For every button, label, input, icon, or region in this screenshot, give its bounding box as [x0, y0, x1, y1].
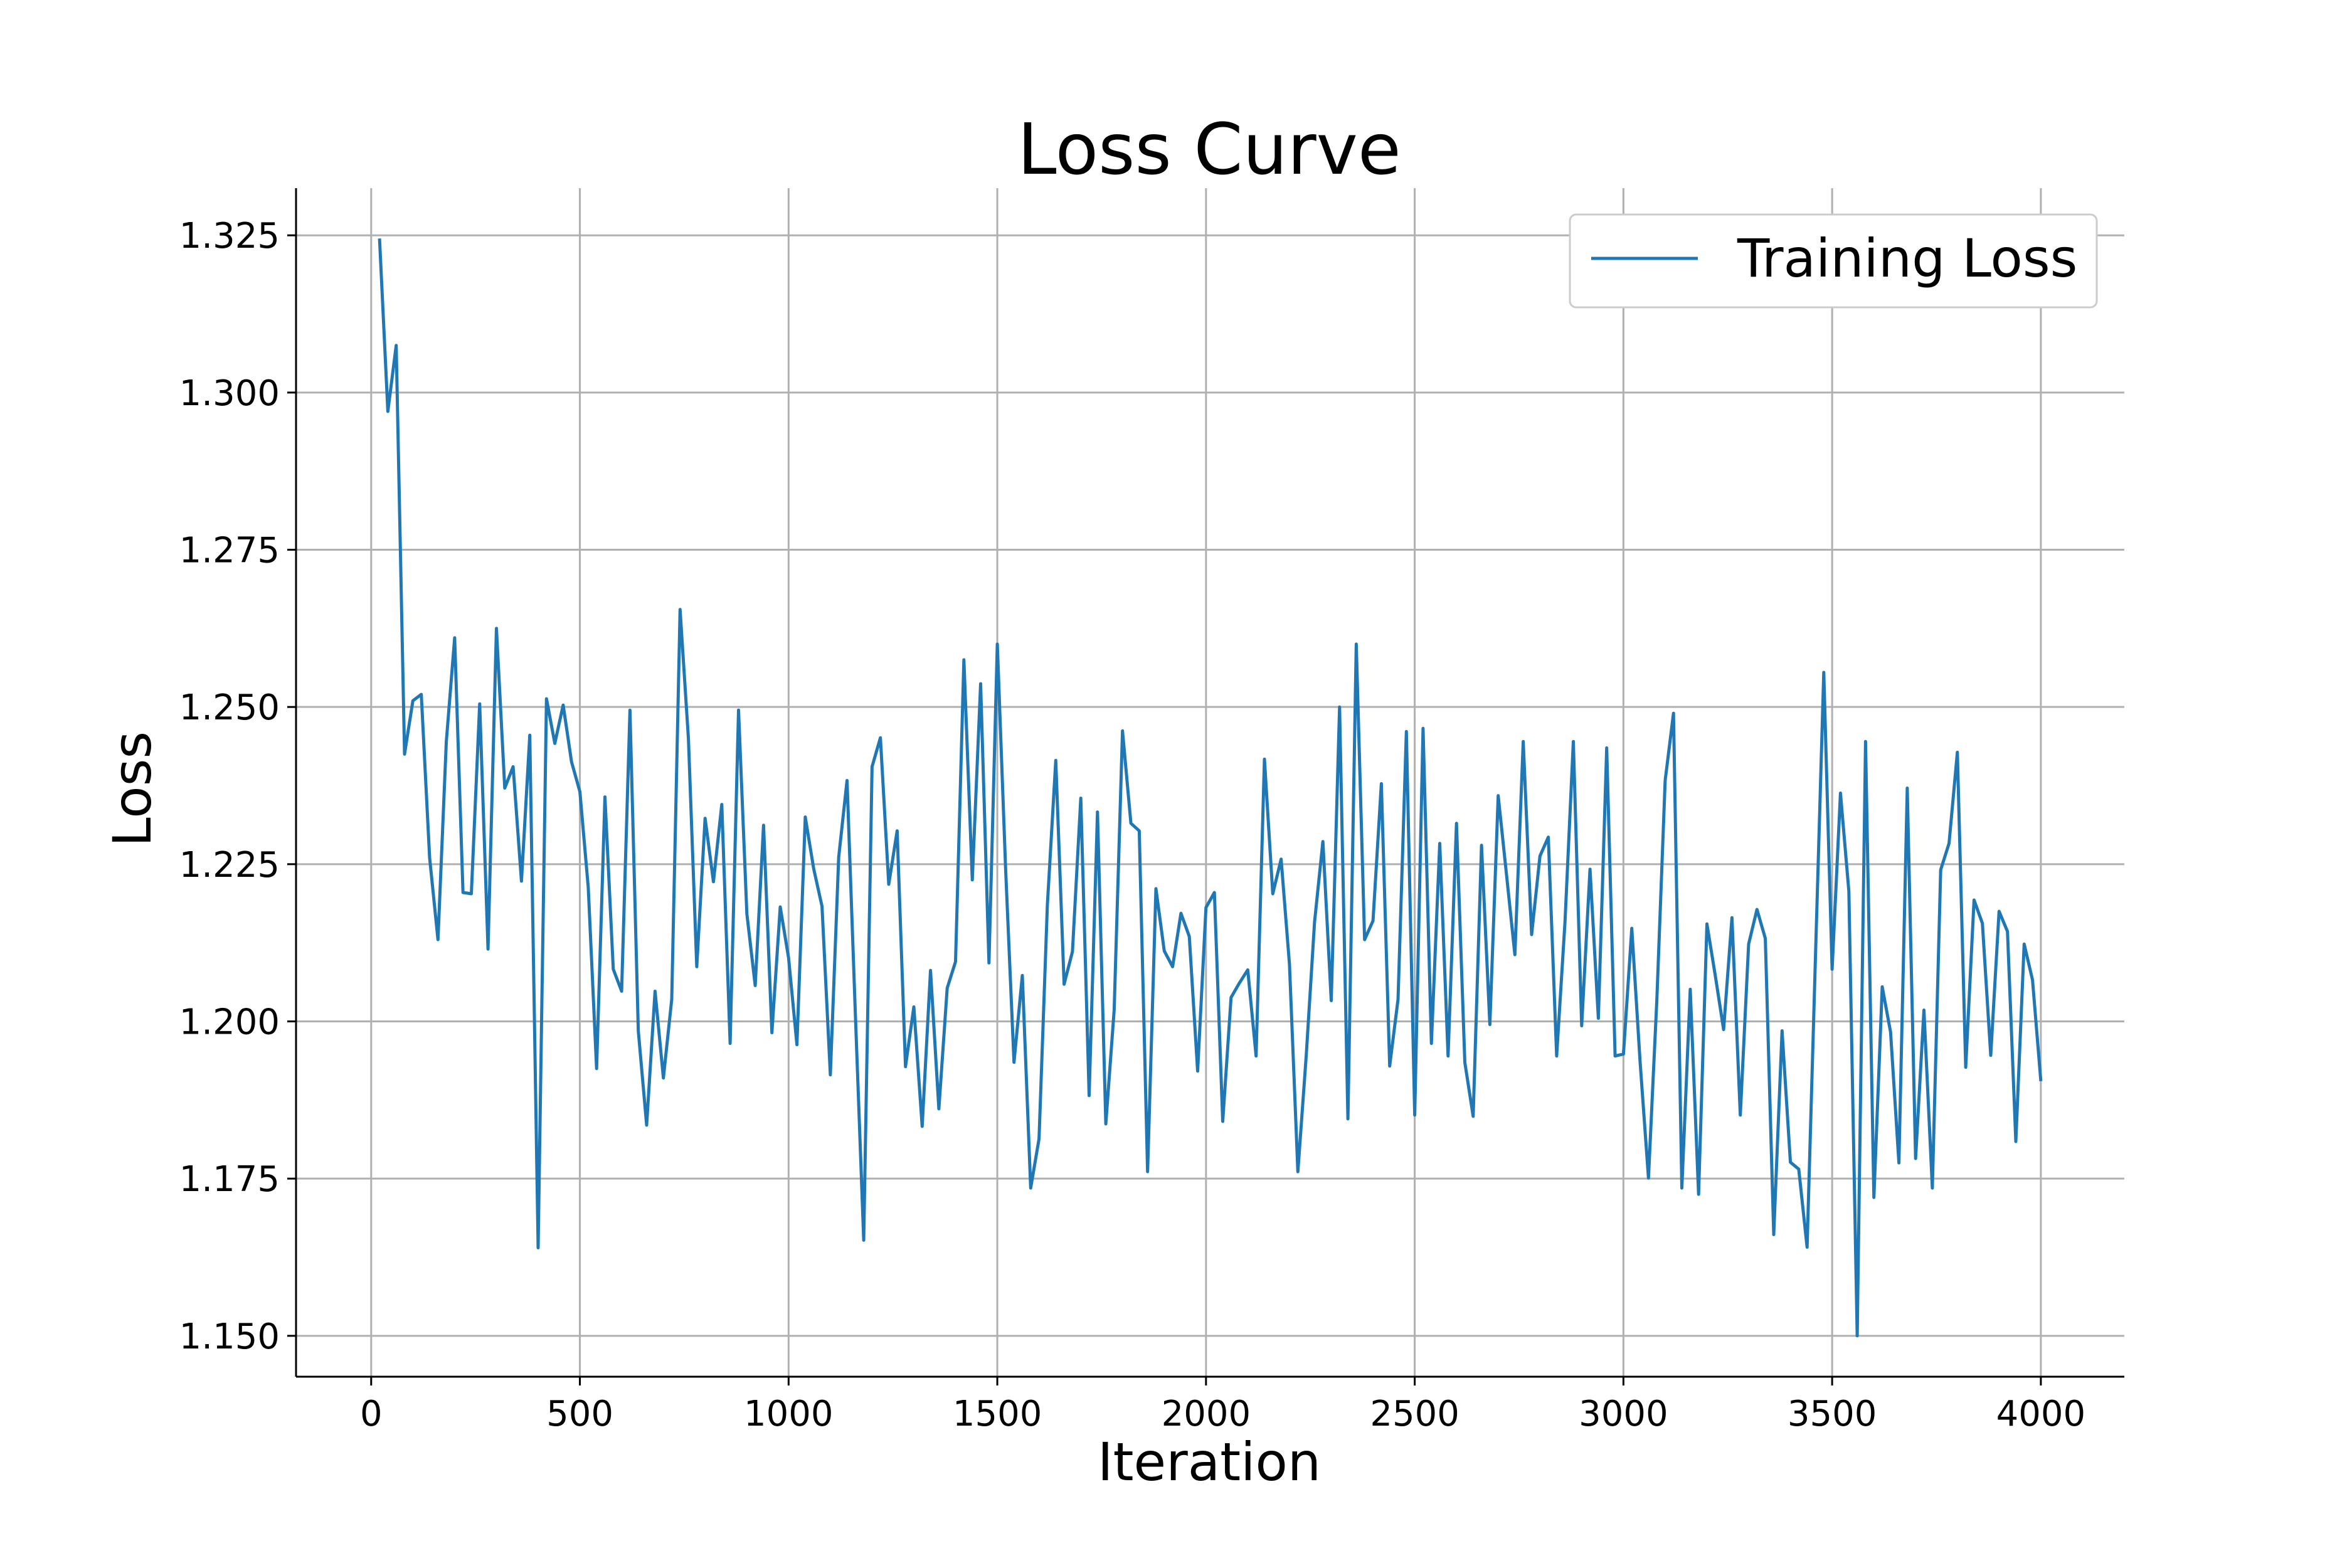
training-loss-line: [378, 238, 2043, 1338]
y-tick-label: 1.300: [179, 373, 280, 414]
y-tick-label: 1.250: [179, 687, 280, 728]
x-tick-label: 500: [546, 1394, 613, 1434]
x-tick-label: 3500: [1788, 1394, 1877, 1434]
x-tick-label: 2000: [1162, 1394, 1251, 1434]
y-tick-label: 1.175: [179, 1159, 280, 1200]
legend-label-training-loss: Training Loss: [1737, 228, 2077, 289]
x-tick-label: 2500: [1370, 1394, 1459, 1434]
x-tick-label: 0: [360, 1394, 383, 1434]
y-axis-label: Loss: [102, 731, 163, 847]
x-tick-label: 3000: [1579, 1394, 1668, 1434]
x-tick-label: 4000: [1996, 1394, 2086, 1434]
chart-title: Loss Curve: [1017, 109, 1401, 191]
y-tick-label: 1.225: [179, 845, 280, 886]
series-layer: [378, 238, 2043, 1338]
x-tick-label: 1500: [953, 1394, 1042, 1434]
x-axis-label: Iteration: [1098, 1431, 1321, 1493]
x-tick-label: 1000: [744, 1394, 834, 1434]
legend-box: [1569, 213, 2098, 309]
horizontal-gridlines: [296, 234, 2124, 1337]
y-axis-ticks: 1.150 1.175 1.200 1.225 1.250 1.275 1.300 1.325: [179, 216, 296, 1357]
y-tick-label: 1.325: [179, 216, 280, 257]
y-tick-label: 1.275: [179, 531, 280, 571]
y-tick-label: 1.150: [179, 1316, 280, 1357]
legend: Training Loss: [1569, 213, 2098, 309]
x-axis-ticks: 0 500 1000 1500 2000 2500 3000 3500 4000: [360, 1377, 2085, 1434]
y-tick-label: 1.200: [179, 1002, 280, 1043]
